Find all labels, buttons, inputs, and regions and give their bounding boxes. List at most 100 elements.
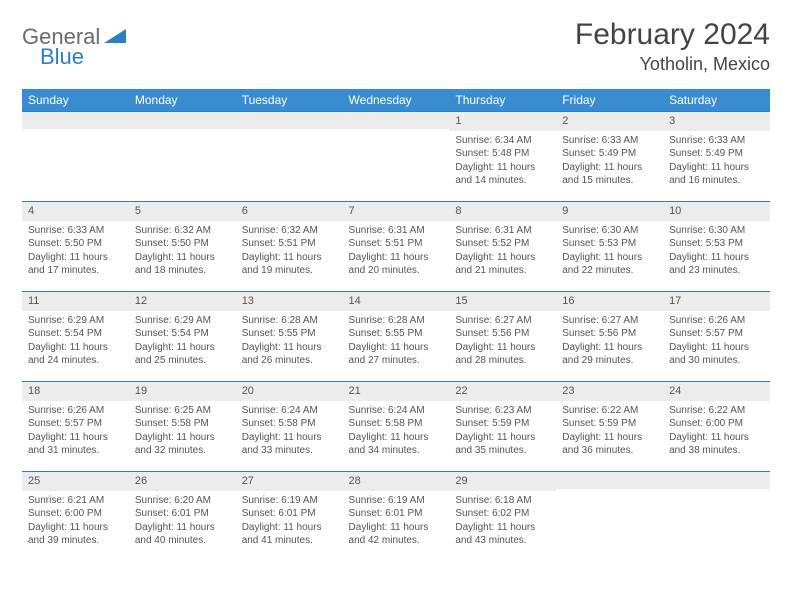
calendar-row: 1Sunrise: 6:34 AMSunset: 5:48 PMDaylight… (22, 112, 770, 202)
daylight-text: Daylight: 11 hours and 17 minutes. (28, 251, 123, 278)
sunset-text: Sunset: 5:48 PM (455, 147, 550, 161)
day-number: 11 (22, 292, 129, 311)
day-body: Sunrise: 6:22 AMSunset: 5:59 PMDaylight:… (556, 401, 663, 462)
day-number: 19 (129, 382, 236, 401)
sunset-text: Sunset: 5:54 PM (28, 327, 123, 341)
daylight-text: Daylight: 11 hours and 16 minutes. (669, 161, 764, 188)
daylight-text: Daylight: 11 hours and 34 minutes. (349, 431, 444, 458)
day-number: 23 (556, 382, 663, 401)
daylight-text: Daylight: 11 hours and 23 minutes. (669, 251, 764, 278)
sunrise-text: Sunrise: 6:33 AM (562, 134, 657, 148)
sunrise-text: Sunrise: 6:31 AM (349, 224, 444, 238)
calendar-table: Sunday Monday Tuesday Wednesday Thursday… (22, 89, 770, 562)
sunset-text: Sunset: 5:57 PM (669, 327, 764, 341)
daylight-text: Daylight: 11 hours and 43 minutes. (455, 521, 550, 548)
day-body: Sunrise: 6:32 AMSunset: 5:51 PMDaylight:… (236, 221, 343, 282)
daylight-text: Daylight: 11 hours and 30 minutes. (669, 341, 764, 368)
day-body: Sunrise: 6:18 AMSunset: 6:02 PMDaylight:… (449, 491, 556, 552)
header: General February 2024 Yotholin, Mexico (22, 18, 770, 75)
day-number: 7 (343, 202, 450, 221)
calendar-cell: 29Sunrise: 6:18 AMSunset: 6:02 PMDayligh… (449, 472, 556, 562)
calendar-cell: 21Sunrise: 6:24 AMSunset: 5:58 PMDayligh… (343, 382, 450, 472)
calendar-cell: 19Sunrise: 6:25 AMSunset: 5:58 PMDayligh… (129, 382, 236, 472)
day-number: 12 (129, 292, 236, 311)
calendar-cell: 14Sunrise: 6:28 AMSunset: 5:55 PMDayligh… (343, 292, 450, 382)
weekday-header: Monday (129, 89, 236, 112)
daylight-text: Daylight: 11 hours and 19 minutes. (242, 251, 337, 278)
calendar-cell: 16Sunrise: 6:27 AMSunset: 5:56 PMDayligh… (556, 292, 663, 382)
day-body: Sunrise: 6:26 AMSunset: 5:57 PMDaylight:… (663, 311, 770, 372)
daylight-text: Daylight: 11 hours and 15 minutes. (562, 161, 657, 188)
weekday-header: Thursday (449, 89, 556, 112)
day-number: 22 (449, 382, 556, 401)
location: Yotholin, Mexico (575, 54, 770, 75)
daylight-text: Daylight: 11 hours and 18 minutes. (135, 251, 230, 278)
day-number: 27 (236, 472, 343, 491)
calendar-body: 1Sunrise: 6:34 AMSunset: 5:48 PMDaylight… (22, 112, 770, 562)
sunset-text: Sunset: 6:01 PM (135, 507, 230, 521)
day-body: Sunrise: 6:31 AMSunset: 5:52 PMDaylight:… (449, 221, 556, 282)
sunset-text: Sunset: 6:00 PM (669, 417, 764, 431)
sunrise-text: Sunrise: 6:18 AM (455, 494, 550, 508)
calendar-cell (236, 112, 343, 202)
day-number: 10 (663, 202, 770, 221)
day-number: 26 (129, 472, 236, 491)
day-number: 28 (343, 472, 450, 491)
day-body: Sunrise: 6:29 AMSunset: 5:54 PMDaylight:… (129, 311, 236, 372)
sunrise-text: Sunrise: 6:21 AM (28, 494, 123, 508)
daylight-text: Daylight: 11 hours and 26 minutes. (242, 341, 337, 368)
calendar-cell: 22Sunrise: 6:23 AMSunset: 5:59 PMDayligh… (449, 382, 556, 472)
daylight-text: Daylight: 11 hours and 28 minutes. (455, 341, 550, 368)
sunrise-text: Sunrise: 6:33 AM (28, 224, 123, 238)
calendar-cell: 4Sunrise: 6:33 AMSunset: 5:50 PMDaylight… (22, 202, 129, 292)
sunset-text: Sunset: 5:53 PM (669, 237, 764, 251)
daylight-text: Daylight: 11 hours and 38 minutes. (669, 431, 764, 458)
day-number: 2 (556, 112, 663, 131)
day-body: Sunrise: 6:23 AMSunset: 5:59 PMDaylight:… (449, 401, 556, 462)
sunset-text: Sunset: 5:51 PM (349, 237, 444, 251)
day-body: Sunrise: 6:24 AMSunset: 5:58 PMDaylight:… (343, 401, 450, 462)
sunset-text: Sunset: 6:02 PM (455, 507, 550, 521)
calendar-cell: 27Sunrise: 6:19 AMSunset: 6:01 PMDayligh… (236, 472, 343, 562)
calendar-row: 11Sunrise: 6:29 AMSunset: 5:54 PMDayligh… (22, 292, 770, 382)
day-number (236, 112, 343, 129)
day-body: Sunrise: 6:19 AMSunset: 6:01 PMDaylight:… (236, 491, 343, 552)
day-body: Sunrise: 6:27 AMSunset: 5:56 PMDaylight:… (556, 311, 663, 372)
daylight-text: Daylight: 11 hours and 39 minutes. (28, 521, 123, 548)
sunrise-text: Sunrise: 6:32 AM (135, 224, 230, 238)
weekday-header: Saturday (663, 89, 770, 112)
day-body: Sunrise: 6:29 AMSunset: 5:54 PMDaylight:… (22, 311, 129, 372)
sunrise-text: Sunrise: 6:28 AM (349, 314, 444, 328)
page-title: February 2024 (575, 18, 770, 52)
day-number: 17 (663, 292, 770, 311)
logo-text-blue: Blue (40, 44, 84, 69)
calendar-header: Sunday Monday Tuesday Wednesday Thursday… (22, 89, 770, 112)
sunset-text: Sunset: 5:58 PM (135, 417, 230, 431)
day-number: 18 (22, 382, 129, 401)
day-body: Sunrise: 6:31 AMSunset: 5:51 PMDaylight:… (343, 221, 450, 282)
day-number: 24 (663, 382, 770, 401)
sunrise-text: Sunrise: 6:28 AM (242, 314, 337, 328)
sunset-text: Sunset: 5:59 PM (562, 417, 657, 431)
sunrise-text: Sunrise: 6:30 AM (562, 224, 657, 238)
sunrise-text: Sunrise: 6:34 AM (455, 134, 550, 148)
sunrise-text: Sunrise: 6:26 AM (28, 404, 123, 418)
calendar-row: 4Sunrise: 6:33 AMSunset: 5:50 PMDaylight… (22, 202, 770, 292)
daylight-text: Daylight: 11 hours and 22 minutes. (562, 251, 657, 278)
daylight-text: Daylight: 11 hours and 40 minutes. (135, 521, 230, 548)
calendar-cell: 8Sunrise: 6:31 AMSunset: 5:52 PMDaylight… (449, 202, 556, 292)
calendar-cell: 1Sunrise: 6:34 AMSunset: 5:48 PMDaylight… (449, 112, 556, 202)
daylight-text: Daylight: 11 hours and 41 minutes. (242, 521, 337, 548)
day-number: 9 (556, 202, 663, 221)
day-body: Sunrise: 6:33 AMSunset: 5:49 PMDaylight:… (556, 131, 663, 192)
day-body: Sunrise: 6:24 AMSunset: 5:58 PMDaylight:… (236, 401, 343, 462)
day-number (129, 112, 236, 129)
day-body: Sunrise: 6:19 AMSunset: 6:01 PMDaylight:… (343, 491, 450, 552)
calendar-cell: 23Sunrise: 6:22 AMSunset: 5:59 PMDayligh… (556, 382, 663, 472)
calendar-cell: 5Sunrise: 6:32 AMSunset: 5:50 PMDaylight… (129, 202, 236, 292)
calendar-cell: 6Sunrise: 6:32 AMSunset: 5:51 PMDaylight… (236, 202, 343, 292)
sunset-text: Sunset: 5:50 PM (135, 237, 230, 251)
calendar-row: 25Sunrise: 6:21 AMSunset: 6:00 PMDayligh… (22, 472, 770, 562)
sunset-text: Sunset: 6:01 PM (242, 507, 337, 521)
sunrise-text: Sunrise: 6:20 AM (135, 494, 230, 508)
